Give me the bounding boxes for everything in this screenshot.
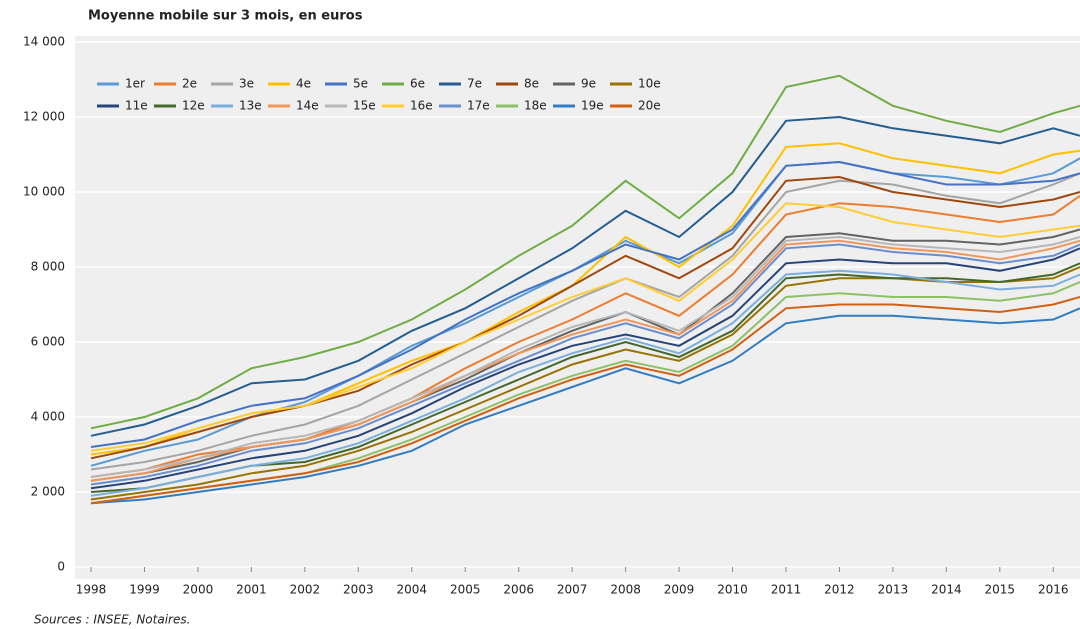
series-line: [90, 243, 1080, 486]
legend-label: 6e: [410, 77, 425, 91]
series-line: [90, 239, 1080, 482]
legend-label: 15e: [353, 99, 376, 113]
series-line: [90, 160, 1080, 448]
x-tick-label: 2001: [236, 583, 267, 597]
plot-area: [75, 36, 1080, 579]
legend-label: 4e: [296, 77, 311, 91]
x-tick-label: 2014: [931, 583, 962, 597]
x-tick-label: 1999: [129, 583, 160, 597]
x-tick-label: 2012: [824, 583, 855, 597]
y-tick-label: 0: [57, 560, 65, 574]
y-tick-label: 4 000: [31, 410, 65, 424]
legend-label: 16e: [410, 99, 433, 113]
y-tick-label: 8 000: [31, 260, 65, 274]
x-tick-label: 2006: [503, 583, 534, 597]
y-tick-label: 12 000: [23, 110, 65, 124]
y-tick-label: 6 000: [31, 335, 65, 349]
x-tick-label: 2013: [878, 583, 909, 597]
x-tick-label: 2003: [343, 583, 374, 597]
legend-label: 13e: [239, 99, 262, 113]
y-tick-label: 10 000: [23, 185, 65, 199]
series-line: [90, 296, 1080, 505]
series-line: [90, 115, 1080, 437]
legend-label: 20e: [638, 99, 661, 113]
legend-label: 5e: [353, 77, 368, 91]
x-tick-label: 2005: [450, 583, 481, 597]
legend-label: 18e: [524, 99, 547, 113]
series-line: [90, 307, 1080, 505]
legend-label: 3e: [239, 77, 254, 91]
x-tick-label: 2010: [717, 583, 748, 597]
legend-label: 1er: [125, 77, 145, 91]
x-tick-label: 2007: [557, 583, 588, 597]
series-line: [90, 74, 1080, 430]
x-tick-label: 2002: [290, 583, 321, 597]
legend-label: 9e: [581, 77, 596, 91]
chart-title: Moyenne mobile sur 3 mois, en euros: [88, 9, 363, 24]
y-tick-label: 2 000: [31, 485, 65, 499]
legend-label: 12e: [182, 99, 205, 113]
legend-label: 14e: [296, 99, 319, 113]
x-tick-label: 2015: [985, 583, 1016, 597]
legend-label: 8e: [524, 77, 539, 91]
series-line: [90, 269, 1080, 497]
x-tick-label: 2000: [183, 583, 214, 597]
legend-label: 2e: [182, 77, 197, 91]
series-line: [90, 202, 1080, 452]
y-tick-label: 14 000: [23, 35, 65, 49]
series-line: [90, 235, 1080, 478]
legend-label: 17e: [467, 99, 490, 113]
series-line: [90, 172, 1080, 471]
x-tick-label: 2011: [771, 583, 802, 597]
series-line: [90, 175, 1080, 460]
x-tick-label: 2016: [1038, 583, 1069, 597]
legend-label: 11e: [125, 99, 148, 113]
x-tick-label: 2008: [610, 583, 641, 597]
series-line: [90, 247, 1080, 490]
legend-label: 10e: [638, 77, 661, 91]
legend-label: 7e: [467, 77, 482, 91]
x-tick-label: 2004: [397, 583, 428, 597]
x-tick-label: 2009: [664, 583, 695, 597]
source: Sources : INSEE, Notaires.: [34, 613, 190, 627]
x-tick-label: 1998: [76, 583, 107, 597]
legend-label: 19e: [581, 99, 604, 113]
